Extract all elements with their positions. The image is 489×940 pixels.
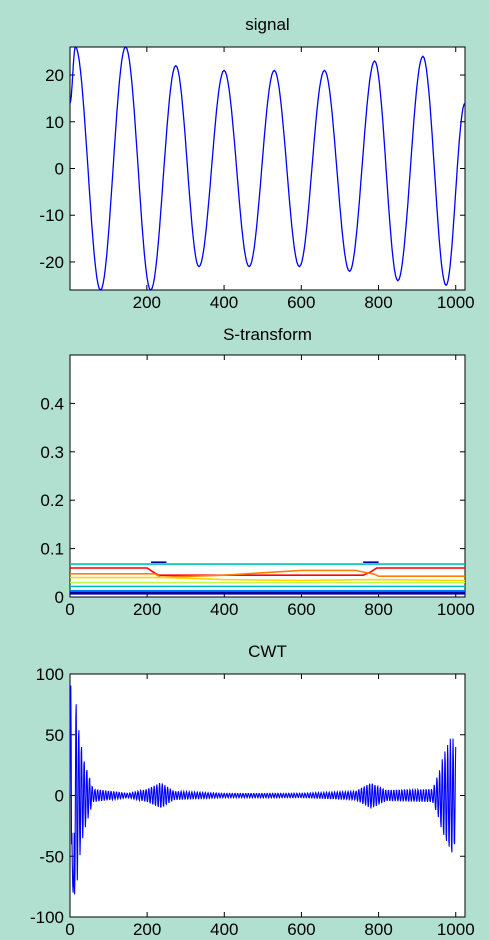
x-tick-label: 200 — [133, 920, 161, 939]
x-tick-label: 400 — [210, 920, 238, 939]
cwt-line — [69, 685, 457, 895]
plot-panel-2: S-transform 0 200 400 600 800 1000 0.4 0.3 0.2 0.1… — [40, 325, 474, 619]
x-tick-label: 1000 — [437, 920, 475, 939]
y-tick-label: -20 — [39, 253, 64, 272]
x-tick-label: 1000 — [437, 600, 475, 619]
x-tick-label: 0 — [65, 600, 74, 619]
y-tick-label: 10 — [45, 113, 64, 132]
chart-title: S-transform — [223, 325, 312, 344]
chart-title: signal — [245, 15, 289, 34]
y-tick-label: 0 — [55, 787, 64, 806]
x-tick-label: 0 — [65, 920, 74, 939]
y-tick-label: -100 — [30, 908, 64, 927]
x-tick-label: 600 — [287, 293, 315, 312]
y-tick-label: 100 — [36, 665, 64, 684]
y-tick-label: 0.2 — [40, 491, 64, 510]
contour-line — [70, 567, 465, 576]
x-tick-label: 200 — [133, 600, 161, 619]
x-tick-label: 800 — [364, 293, 392, 312]
chart-title: CWT — [248, 642, 287, 661]
y-tick-label: 0 — [55, 160, 64, 179]
plot-panel-3: CWT 0 200 400 600 800 1000 100 50 0 -50 -100 — [30, 642, 475, 939]
y-tick-label: 0 — [55, 588, 64, 607]
x-tick-label: 400 — [210, 293, 238, 312]
x-tick-label: 200 — [133, 293, 161, 312]
y-tick-label: 0.1 — [40, 540, 64, 559]
x-tick-label: 800 — [364, 600, 392, 619]
y-tick-label: 0.4 — [40, 394, 64, 413]
y-tick-label: -50 — [39, 847, 64, 866]
axes-box — [69, 46, 466, 291]
x-tick-label: 600 — [287, 600, 315, 619]
x-tick-label: 400 — [210, 600, 238, 619]
plot-panel-1: signal 200 400 600 800 1000 20 10 0 -10 -20 — [39, 15, 474, 312]
x-tick-label: 1000 — [437, 293, 475, 312]
y-tick-label: 20 — [45, 66, 64, 85]
contour-line — [70, 569, 465, 579]
x-tick-label: 600 — [287, 920, 315, 939]
y-tick-label: 50 — [45, 726, 64, 745]
y-tick-label: 0.3 — [40, 443, 64, 462]
signal-line — [69, 46, 466, 291]
contour-line — [70, 576, 466, 582]
x-tick-label: 800 — [364, 920, 392, 939]
axes-box — [69, 354, 466, 598]
y-tick-label: -10 — [39, 206, 64, 225]
